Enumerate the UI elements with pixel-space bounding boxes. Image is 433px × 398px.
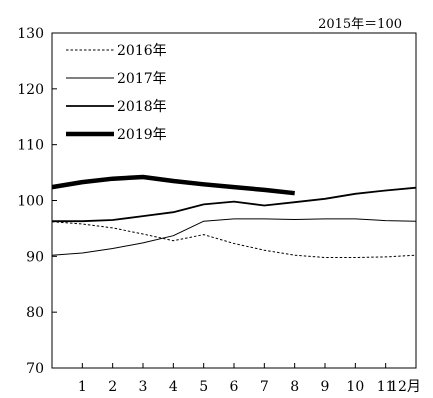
- x-tick-label: 5: [199, 379, 208, 395]
- x-tick-label: 8: [290, 379, 299, 395]
- x-tick-label: 3: [139, 379, 148, 395]
- unit-note: 2015年＝100: [318, 17, 402, 32]
- x-tick-label: 9: [321, 379, 330, 395]
- y-tick-label: 100: [17, 194, 44, 210]
- legend-label-1: 2016年: [117, 43, 167, 59]
- y-tick-label: 110: [17, 138, 44, 154]
- y-tick-label: 90: [26, 249, 44, 265]
- series-line-3: [52, 186, 417, 223]
- y-tick-label: 130: [17, 26, 44, 42]
- x-tick-label: 2: [108, 379, 117, 395]
- x-tick-label: 6: [230, 379, 239, 395]
- plot-frame: [51, 32, 417, 369]
- x-tick-label: 12月: [389, 379, 421, 395]
- legend-label-2: 2017年: [117, 71, 167, 87]
- series-layer: [51, 174, 417, 258]
- legend: 2016年 2017年 2018年 2019年: [66, 43, 167, 143]
- x-tick-label: 10: [346, 379, 364, 395]
- series-line-4: [51, 174, 295, 196]
- y-tick-label: 120: [17, 82, 44, 98]
- x-tick-label: 4: [169, 379, 178, 395]
- y-tick-label: 70: [26, 361, 44, 377]
- legend-label-4: 2019年: [117, 127, 167, 143]
- y-axis: 70 80 90 100 110 120 130: [17, 26, 57, 377]
- series-line-1: [51, 221, 417, 258]
- y-tick-label: 80: [26, 305, 44, 321]
- legend-label-3: 2018年: [117, 99, 167, 115]
- x-tick-label: 11: [377, 379, 395, 395]
- series-line-2: [51, 218, 417, 256]
- x-tick-label: 7: [260, 379, 269, 395]
- x-tick-label: 1: [78, 379, 87, 395]
